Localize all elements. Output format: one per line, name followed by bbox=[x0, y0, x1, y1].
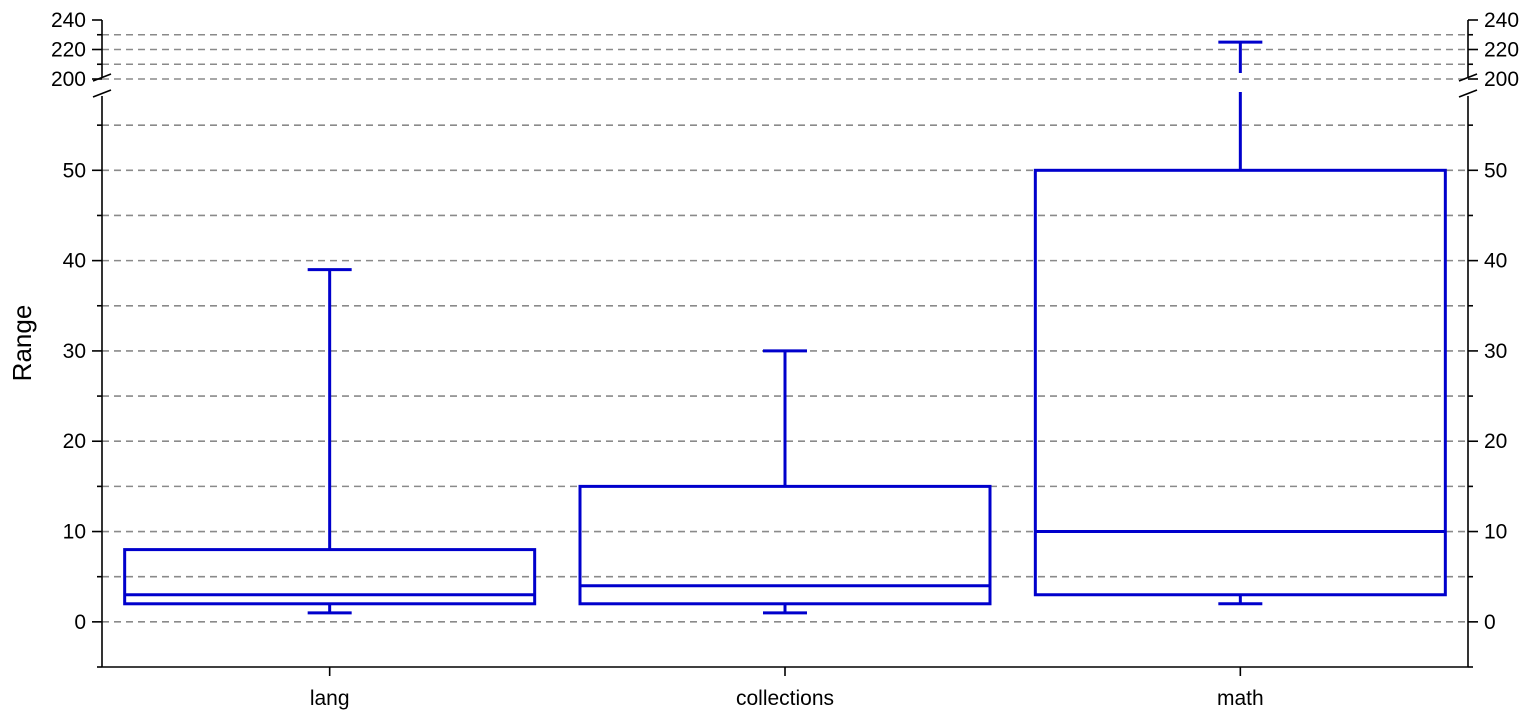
y-tick-label-right: 240 bbox=[1484, 9, 1519, 32]
y-tick-label-left: 10 bbox=[63, 521, 86, 544]
y-tick-label-right: 0 bbox=[1484, 611, 1496, 634]
category-label: collections bbox=[736, 687, 834, 710]
right-axis-break-mark bbox=[1458, 89, 1478, 98]
category-label: lang bbox=[310, 687, 350, 710]
y-tick-label-left: 200 bbox=[51, 68, 86, 91]
category-label: math bbox=[1217, 687, 1264, 710]
y-tick-label-right: 20 bbox=[1484, 430, 1507, 453]
box-lang bbox=[123, 268, 537, 615]
box-math bbox=[1033, 40, 1447, 606]
y-tick-label-left: 0 bbox=[74, 611, 86, 634]
box-collections bbox=[578, 349, 992, 615]
y-tick-label-right: 40 bbox=[1484, 250, 1507, 273]
y-tick-label-left: 20 bbox=[63, 430, 86, 453]
y-tick-label-right: 200 bbox=[1484, 68, 1519, 91]
y-tick-label-right: 220 bbox=[1484, 39, 1519, 62]
left-axis-break-mark bbox=[92, 73, 112, 82]
left-axis-break-mark bbox=[92, 89, 112, 98]
y-tick-label-right: 30 bbox=[1484, 340, 1507, 363]
axes bbox=[92, 19, 1478, 676]
y-tick-label-right: 10 bbox=[1484, 521, 1507, 544]
y-tick-label-left: 40 bbox=[63, 250, 86, 273]
y-tick-label-left: 30 bbox=[63, 340, 86, 363]
right-axis-break-mark bbox=[1458, 73, 1478, 82]
boxes bbox=[123, 40, 1447, 615]
y-tick-label-right: 50 bbox=[1484, 159, 1507, 182]
y-tick-label-left: 220 bbox=[51, 39, 86, 62]
y-axis-title: Range bbox=[7, 305, 37, 382]
gridlines bbox=[102, 33, 1468, 623]
labels: lang collections math 0 0 10 10 20 20 30 30 40 40 50 5… bbox=[51, 9, 1519, 710]
y-tick-label-left: 50 bbox=[63, 159, 86, 182]
y-tick-label-left: 240 bbox=[51, 9, 86, 32]
